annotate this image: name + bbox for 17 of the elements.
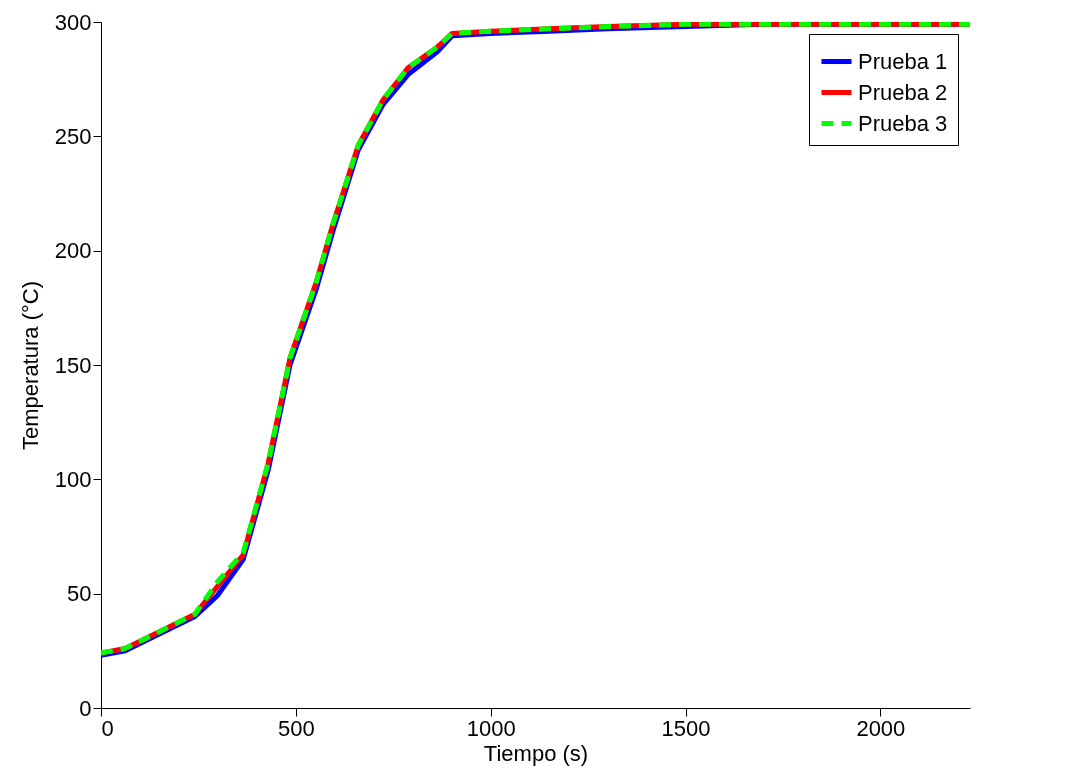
y-tick-label: 250 bbox=[54, 123, 92, 149]
x-tick-label: 500 bbox=[277, 715, 315, 741]
y-tick-label: 50 bbox=[67, 581, 92, 607]
x-tick-label: 2000 bbox=[856, 715, 906, 741]
x-tick-label: 1500 bbox=[661, 715, 711, 741]
y-tick-label: 200 bbox=[54, 238, 92, 264]
legend-label: Prueba 3 bbox=[858, 110, 948, 136]
y-tick-label: 0 bbox=[79, 695, 92, 721]
y-axis-title: Temperatura (°C) bbox=[17, 281, 43, 450]
x-tick-label: 1000 bbox=[466, 715, 516, 741]
x-axis-title: Tiempo (s) bbox=[483, 740, 589, 766]
y-tick-label: 150 bbox=[54, 352, 92, 378]
y-tick-label: 300 bbox=[54, 9, 92, 35]
legend-label: Prueba 1 bbox=[858, 48, 948, 74]
y-tick-label: 100 bbox=[54, 466, 92, 492]
x-tick-label: 0 bbox=[101, 715, 114, 741]
legend-label: Prueba 2 bbox=[858, 79, 948, 105]
